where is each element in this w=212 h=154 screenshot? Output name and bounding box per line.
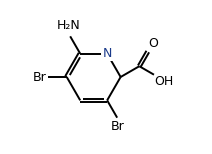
Text: Br: Br (110, 120, 124, 133)
Text: H₂N: H₂N (57, 19, 81, 32)
Text: N: N (102, 47, 112, 60)
Text: OH: OH (155, 75, 174, 88)
Text: Br: Br (33, 71, 47, 83)
Text: O: O (149, 37, 158, 50)
